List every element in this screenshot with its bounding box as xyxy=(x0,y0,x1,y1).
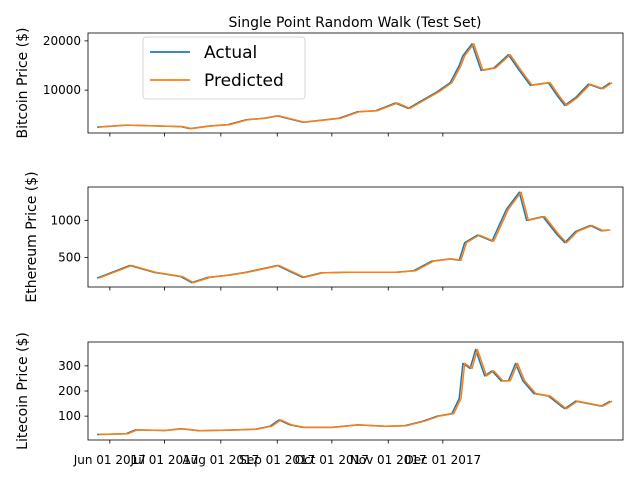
chart-title: Single Point Random Walk (Test Set) xyxy=(228,15,481,31)
y-axis-label-2: Ethereum Price ($) xyxy=(24,171,40,302)
legend-label-predicted: Predicted xyxy=(204,71,284,91)
x-tick-label: Nov 01 2017 xyxy=(350,453,427,467)
axes-frame-2 xyxy=(87,186,624,288)
y-tick-label: 1000 xyxy=(50,213,81,227)
series-line-predicted-panel-2 xyxy=(98,191,611,284)
legend: Actual Predicted xyxy=(142,36,306,100)
legend-label-actual: Actual xyxy=(204,43,257,63)
panel-1: 10000 20000 Bitcoin Price ($) xyxy=(15,28,624,139)
series-line-predicted-panel-1 xyxy=(98,43,613,130)
y-axis-label-1: Bitcoin Price ($) xyxy=(15,28,31,139)
panel-2: 500 1000 Ethereum Price ($) xyxy=(24,171,624,303)
y-axis-label-3: Litecoin Price ($) xyxy=(15,332,31,450)
y-tick-label: 20000 xyxy=(43,34,81,48)
panel-3: 100 200 300 Litecoin Price ($) xyxy=(15,332,624,450)
y-tick-label: 500 xyxy=(58,250,81,264)
x-tick-label: Oct 01 2017 xyxy=(295,453,369,467)
y-tick-label: 300 xyxy=(58,359,81,373)
x-tick-label: Jul 01 2017 xyxy=(129,453,198,467)
x-tick-label: Sep 01 2017 xyxy=(239,453,315,467)
series-line-actual-panel-2 xyxy=(96,191,609,284)
y-tick-label: 100 xyxy=(58,409,81,423)
series-line-predicted-panel-3 xyxy=(98,348,613,436)
x-tick-label: Aug 01 2017 xyxy=(182,453,259,467)
axes-frame-1 xyxy=(87,32,624,134)
panels: 10000 20000 Bitcoin Price ($) 500 1000 Ethere… xyxy=(15,28,624,450)
x-tick-label: Jun 01 2017 xyxy=(73,453,146,467)
y-tick-label: 200 xyxy=(58,384,81,398)
x-tick-label: Dec 01 2017 xyxy=(405,453,482,467)
series-line-actual-panel-3 xyxy=(97,348,611,436)
y-tick-label: 10000 xyxy=(43,83,81,97)
